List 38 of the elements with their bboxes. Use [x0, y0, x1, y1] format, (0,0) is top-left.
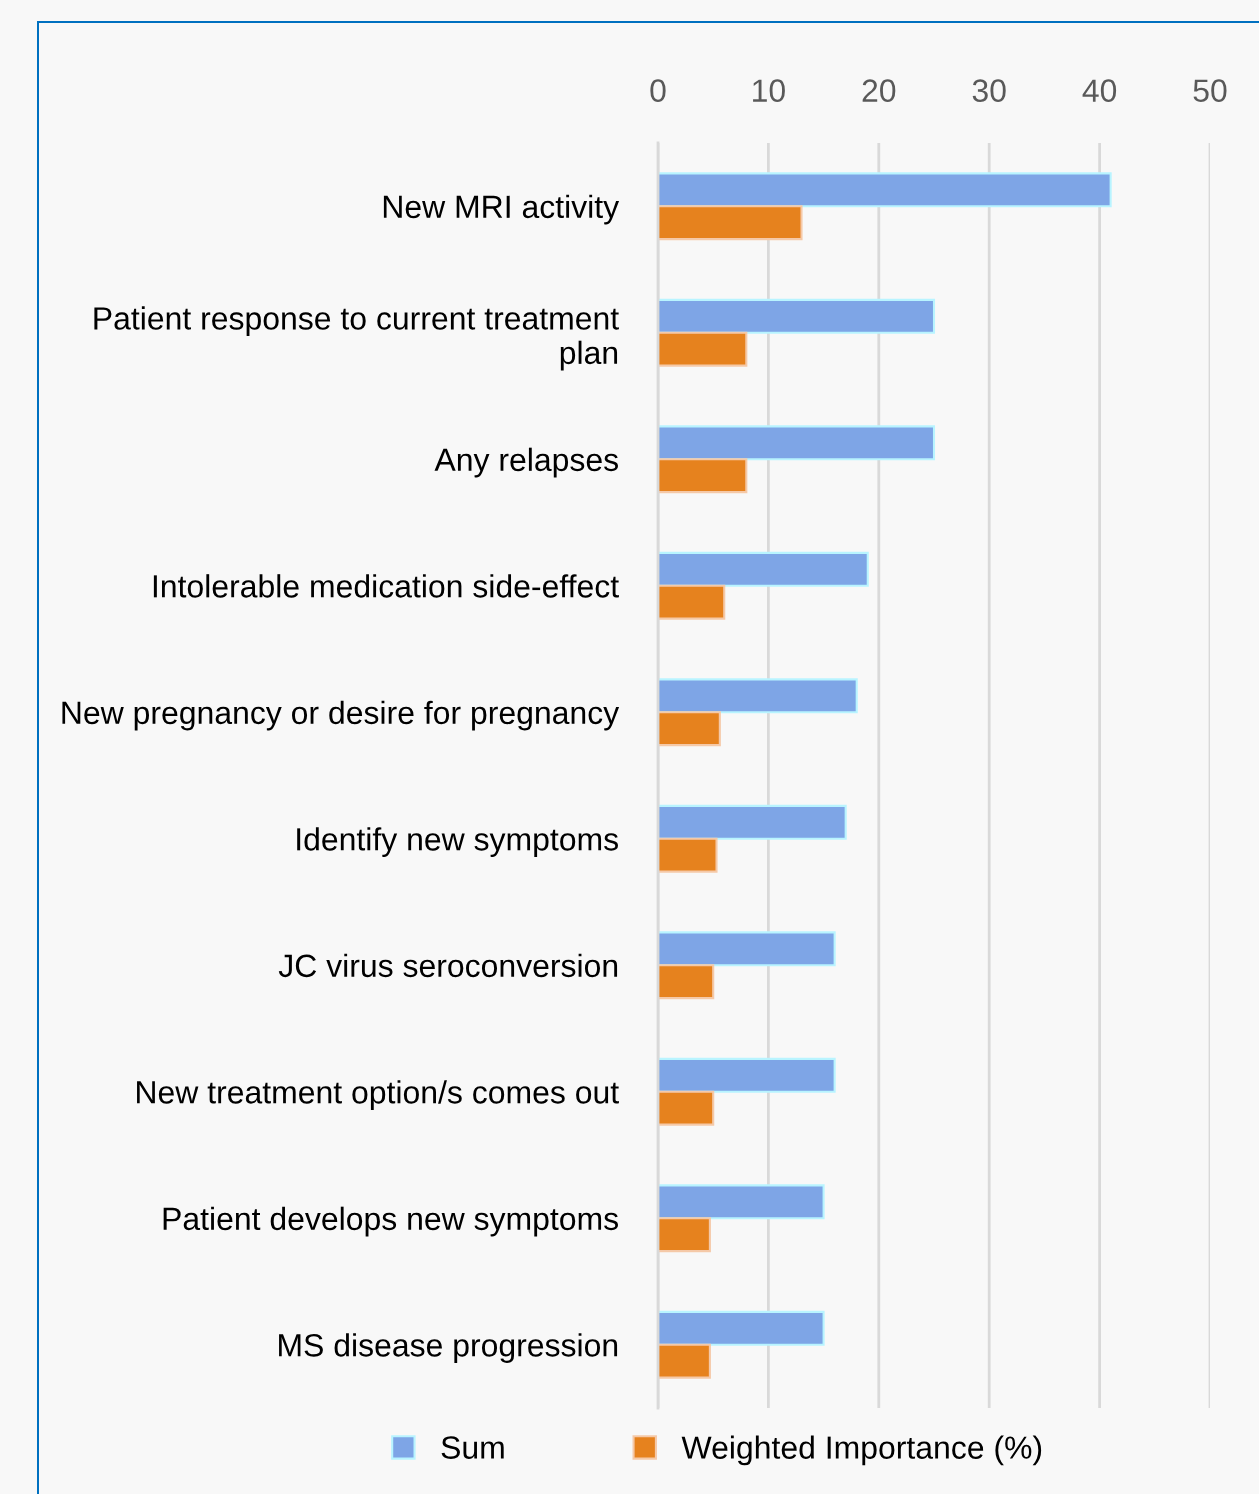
- bar: [658, 551, 869, 587]
- x-tick-label: 20: [862, 79, 896, 102]
- y-tick-label: Identify new symptoms: [297, 827, 618, 857]
- x-tick-label: 10: [753, 79, 785, 102]
- bar: [658, 964, 715, 1000]
- y-tick-label: MS disease progression: [279, 1333, 618, 1363]
- bar: [658, 711, 721, 747]
- bar: [658, 458, 748, 494]
- y-tick-label: Any relapses: [434, 447, 618, 478]
- bar: [658, 1090, 715, 1126]
- bar: [658, 837, 718, 873]
- y-tick-label: New pregnancy or desire for pregnancy: [62, 700, 620, 731]
- bar: [658, 1184, 825, 1220]
- bar: [658, 1057, 836, 1093]
- y-tick-label: JC virus seroconversion: [278, 953, 618, 978]
- legend-label: Weighted Importance (%): [681, 1435, 1042, 1466]
- bar: [658, 298, 936, 334]
- bar: [658, 205, 803, 241]
- bar: [658, 172, 1112, 208]
- bar: [658, 1343, 711, 1379]
- x-tick-label: 50: [1193, 79, 1227, 102]
- bar: [658, 678, 858, 714]
- bar: [658, 331, 748, 367]
- y-tick-label: New treatment option/s comes out: [137, 1080, 619, 1110]
- x-tick-label: 0: [650, 79, 666, 102]
- bar: [658, 425, 936, 461]
- x-tick-label: 30: [972, 79, 1006, 102]
- y-tick-label: New MRI activity: [383, 194, 620, 225]
- x-tick-label: 40: [1082, 79, 1117, 102]
- y-tick-label: Patient response to current treatment plan: [94, 306, 619, 371]
- y-tick-label: Intolerable medication side-effect: [153, 574, 619, 598]
- bar: [658, 931, 836, 967]
- bar: [658, 1217, 711, 1253]
- bar: [658, 1310, 825, 1346]
- bar: [658, 804, 847, 840]
- bar: [658, 584, 726, 620]
- legend-label: Sum: [441, 1436, 504, 1459]
- y-tick-label: Patient develops new symptoms: [163, 1206, 618, 1237]
